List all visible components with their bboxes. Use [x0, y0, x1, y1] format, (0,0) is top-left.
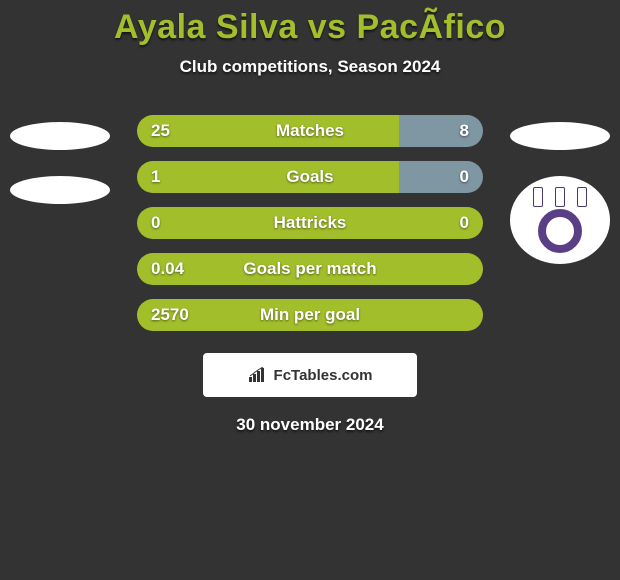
player-right-badge-1 — [510, 122, 610, 150]
comparison-row: Goals per match0.04 — [137, 253, 483, 285]
player-right-club-badge: D S C — [510, 176, 610, 264]
player-left-badge-1 — [10, 122, 110, 150]
value-right: 0 — [460, 161, 469, 193]
page-subtitle: Club competitions, Season 2024 — [0, 57, 620, 77]
club-crest: D S C — [533, 187, 587, 253]
club-monogram: D S C — [553, 218, 567, 245]
comparison-row: Min per goal2570 — [137, 299, 483, 331]
value-left: 1 — [151, 161, 160, 193]
comparison-row: Hattricks0 0 — [137, 207, 483, 239]
comparison-infographic: Ayala Silva vs PacÃ­fico Club competitio… — [0, 0, 620, 435]
value-right: 8 — [460, 115, 469, 147]
value-left: 0 — [151, 207, 160, 239]
row-label: Goals per match — [137, 253, 483, 285]
page-title: Ayala Silva vs PacÃ­fico — [0, 8, 620, 47]
value-right: 0 — [460, 207, 469, 239]
attribution-box: FcTables.com — [203, 353, 417, 397]
value-left: 25 — [151, 115, 170, 147]
value-left: 0.04 — [151, 253, 184, 285]
attribution-text: FcTables.com — [274, 367, 373, 384]
row-label: Matches — [137, 115, 483, 147]
row-label: Goals — [137, 161, 483, 193]
comparison-row: Goals1 0 — [137, 161, 483, 193]
date-text: 30 november 2024 — [0, 415, 620, 435]
player-left-badge-2 — [10, 176, 110, 204]
comparison-row: Matches25 8 — [137, 115, 483, 147]
value-left: 2570 — [151, 299, 189, 331]
row-label: Hattricks — [137, 207, 483, 239]
bar-chart-icon — [248, 367, 268, 383]
